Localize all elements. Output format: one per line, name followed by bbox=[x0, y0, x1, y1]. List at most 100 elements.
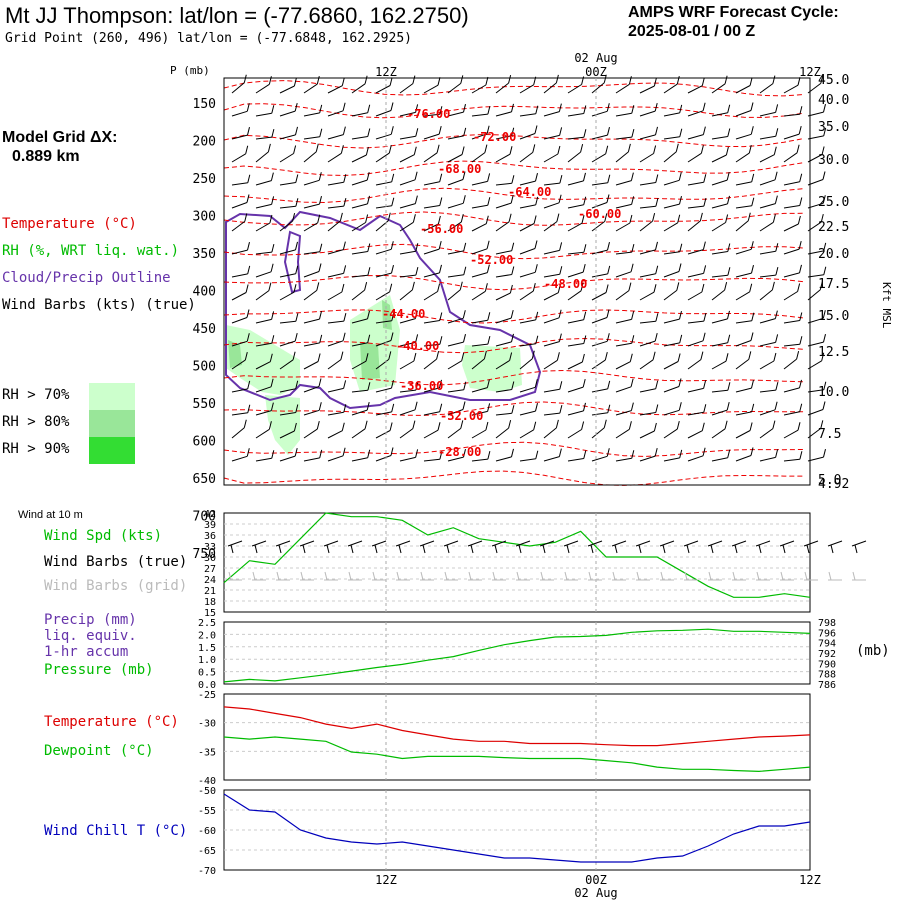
wind-barb bbox=[663, 428, 678, 439]
wind-barb-feather bbox=[821, 146, 825, 155]
wind-barb bbox=[375, 387, 392, 393]
wind-barb bbox=[687, 110, 704, 117]
wind-barb-feather bbox=[388, 144, 392, 154]
wind-barb bbox=[375, 340, 392, 347]
wind-barb-true-feather bbox=[326, 544, 330, 554]
cross-section-frame bbox=[223, 77, 811, 486]
wind-barb bbox=[327, 205, 344, 209]
wind-barb bbox=[519, 248, 536, 255]
wind-barb-feather bbox=[774, 195, 778, 204]
windchill-tick-label: -65 bbox=[198, 846, 216, 857]
wind-barb-feather bbox=[245, 284, 249, 293]
isotherm-line bbox=[223, 187, 805, 204]
wind-barb bbox=[303, 136, 320, 140]
wind-barb-feather bbox=[749, 77, 753, 86]
wind-barb-feather bbox=[267, 143, 271, 153]
wind-barb bbox=[615, 290, 630, 301]
wind-barb bbox=[471, 458, 488, 462]
wind-barb-feather bbox=[319, 310, 322, 320]
wind-barb-feather bbox=[463, 266, 467, 275]
panel-temperature bbox=[223, 693, 811, 781]
wind-barb-grid-feather bbox=[564, 571, 568, 581]
wind-barb bbox=[423, 291, 438, 301]
series-line bbox=[223, 736, 811, 773]
wind-barb-grid-feather bbox=[684, 571, 688, 581]
wind-barb-feather bbox=[676, 420, 680, 430]
isotherm-line bbox=[223, 441, 805, 457]
wind-barb bbox=[351, 318, 368, 324]
cross-section-panel bbox=[223, 74, 827, 486]
wind-barb bbox=[303, 457, 320, 462]
wind-barb-grid-feather bbox=[324, 571, 328, 581]
wind-barb-feather bbox=[727, 104, 731, 113]
wind-barb bbox=[255, 136, 272, 140]
wind-barb bbox=[375, 455, 392, 462]
wind-barb bbox=[375, 85, 391, 94]
wind-barb-feather bbox=[822, 401, 826, 410]
wind-barb bbox=[471, 410, 488, 416]
wind-barb bbox=[591, 182, 608, 186]
wind-barb bbox=[231, 273, 248, 278]
wind-barb bbox=[591, 153, 606, 163]
wind-barb-feather bbox=[823, 103, 826, 113]
wind-barb-feather bbox=[460, 213, 464, 223]
wind-barb-grid-feather bbox=[756, 571, 760, 581]
wind-barb bbox=[783, 358, 797, 370]
isotherm-label: -44.00 bbox=[382, 307, 425, 321]
wind-barb bbox=[759, 409, 776, 416]
wind-barb bbox=[687, 320, 704, 324]
wind-barb-feather bbox=[751, 264, 754, 274]
wind-barb-grid-feather bbox=[540, 571, 544, 581]
wind-barb-feather bbox=[268, 421, 272, 430]
wind-barb bbox=[495, 153, 511, 163]
wind-barb-feather bbox=[653, 145, 657, 154]
wind-barb-feather bbox=[629, 214, 633, 224]
wind-tick-label: 27 bbox=[204, 564, 216, 575]
wind-barb-feather bbox=[583, 129, 587, 138]
station-title: Mt JJ Thompson: lat/lon = (-77.6860, 162… bbox=[5, 3, 469, 28]
wind-barb bbox=[639, 249, 656, 255]
wind-barb bbox=[711, 360, 727, 370]
wind-barb-true-feather bbox=[662, 544, 666, 554]
wind-barb-feather bbox=[391, 173, 395, 183]
legend-cloud: Cloud/Precip Outline bbox=[2, 270, 171, 286]
wind-barb-feather bbox=[748, 351, 752, 360]
wind-barb-feather bbox=[679, 449, 683, 459]
wind-barb-feather bbox=[365, 353, 369, 362]
wind-barb-feather bbox=[700, 351, 704, 360]
wind-barb bbox=[591, 340, 608, 347]
wind-barb-feather bbox=[439, 403, 443, 412]
wind-barb-feather bbox=[823, 266, 827, 275]
wind-barb-feather bbox=[461, 146, 465, 155]
wind-barbs-upper bbox=[231, 74, 827, 462]
wind-barb-feather bbox=[415, 104, 419, 113]
wind-barb bbox=[639, 412, 656, 416]
wind-barb bbox=[543, 221, 558, 232]
wind-barb bbox=[447, 341, 464, 347]
wind-barb bbox=[735, 220, 749, 232]
wind-barb bbox=[711, 179, 728, 186]
wind-tick-label: 24 bbox=[204, 575, 216, 586]
wind-barb bbox=[279, 205, 296, 209]
wind-barb-feather bbox=[246, 103, 250, 112]
wind-barb-feather bbox=[583, 172, 586, 182]
bottom-date-label: 02 Aug bbox=[574, 886, 617, 900]
wind-barb-feather bbox=[820, 420, 824, 429]
wind-barb bbox=[351, 251, 368, 255]
wind-barb-feather bbox=[605, 284, 609, 293]
wind-barb bbox=[783, 248, 800, 255]
wind-barb-feather bbox=[342, 102, 346, 111]
wind-barb-feather bbox=[414, 310, 418, 319]
height-tick-label: 40.0 bbox=[818, 93, 849, 108]
wind-barb bbox=[327, 291, 343, 301]
wind-barb bbox=[567, 136, 584, 140]
wind-barb bbox=[255, 271, 272, 278]
wind-barb bbox=[327, 387, 344, 393]
wind-barb-grid-feather bbox=[396, 571, 400, 581]
wind-barb-feather bbox=[799, 173, 803, 182]
precip-pressure-tick-label: 2.5 bbox=[198, 618, 216, 629]
wind-barb-feather bbox=[270, 172, 274, 181]
wind-frame bbox=[223, 512, 811, 613]
wind-barb bbox=[255, 361, 271, 370]
wind-barb-true bbox=[419, 540, 435, 547]
